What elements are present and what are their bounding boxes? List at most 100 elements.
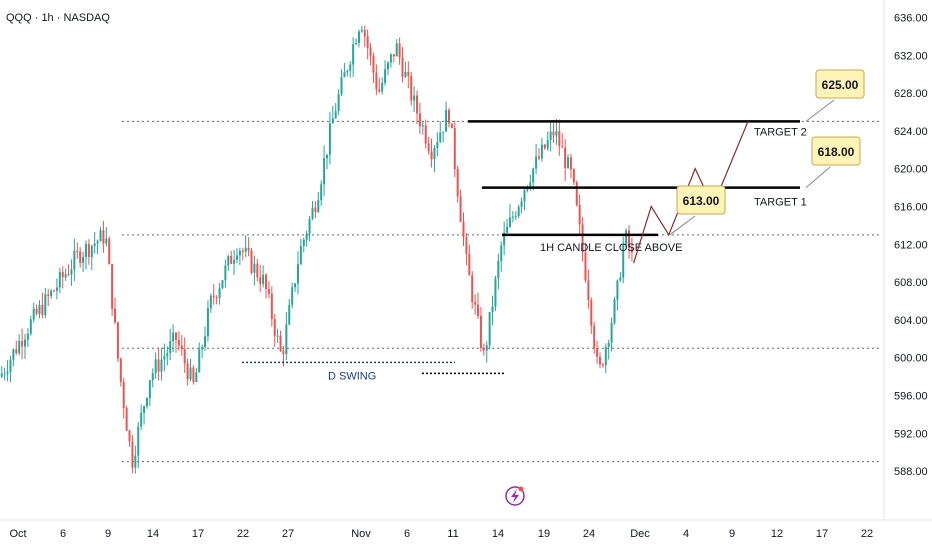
candle-body <box>270 293 273 320</box>
candle-body <box>247 247 250 251</box>
candle-body <box>328 123 331 155</box>
candle-body <box>180 345 183 350</box>
candle-body <box>404 71 407 77</box>
candle-body <box>116 322 119 359</box>
candle-body <box>253 263 256 273</box>
candle-body <box>384 69 387 83</box>
candle-body <box>334 111 337 119</box>
candle-body <box>256 263 259 278</box>
y-tick-label: 620.00 <box>894 164 928 176</box>
candle-body <box>79 251 82 263</box>
candle-body <box>241 250 244 252</box>
candle-body <box>366 36 369 48</box>
candle-body <box>465 236 468 254</box>
candle-body <box>468 253 471 276</box>
candle-body <box>357 31 360 44</box>
candle-body <box>172 332 175 342</box>
candle-body <box>369 47 372 56</box>
candle-body <box>523 190 526 202</box>
candle-body <box>12 349 15 360</box>
candle-body <box>445 110 448 132</box>
x-tick-label: 17 <box>192 528 204 540</box>
candle-body <box>386 62 389 70</box>
candle-body <box>238 250 241 256</box>
candle-body <box>352 44 355 65</box>
candle-body <box>145 398 148 407</box>
candle-body <box>143 406 146 413</box>
candle-body <box>160 359 163 372</box>
candle-body <box>613 299 616 323</box>
y-tick-label: 588.00 <box>894 466 928 478</box>
candle-body <box>453 128 456 170</box>
candle-body <box>590 299 593 326</box>
target1-badge-text: 618.00 <box>818 145 855 159</box>
y-tick-label: 600.00 <box>894 353 928 365</box>
candle-body <box>163 356 166 360</box>
candle-body <box>262 274 265 284</box>
candle-body <box>195 372 198 382</box>
candle-body <box>70 269 73 275</box>
candle-body <box>166 353 169 357</box>
candle-body <box>276 335 279 337</box>
candle-body <box>596 348 599 357</box>
candle-body <box>500 245 503 262</box>
candle-body <box>433 148 436 160</box>
candle-body <box>482 347 485 351</box>
lightning-bolt <box>511 489 519 503</box>
candle-body <box>212 295 215 298</box>
candle-body <box>302 239 305 246</box>
candle-body <box>189 367 192 380</box>
close-above-badge[interactable] <box>676 185 726 215</box>
candle-body <box>447 110 450 124</box>
candle-body <box>491 306 494 313</box>
candle-body <box>6 371 9 374</box>
x-tick-label: Dec <box>630 528 650 540</box>
candle-body <box>552 131 555 136</box>
close-above-badge-text: 613.00 <box>683 194 720 208</box>
candle-body <box>398 43 401 58</box>
lightning-icon[interactable] <box>505 486 525 506</box>
candle-body <box>346 70 349 73</box>
candle-body <box>122 381 125 409</box>
candle-body <box>555 131 558 136</box>
candle-body <box>436 141 439 149</box>
candle-body <box>235 255 238 260</box>
candle-body <box>540 144 543 159</box>
candle-body <box>439 132 442 142</box>
candle-body <box>494 278 497 307</box>
candle-body <box>529 182 532 187</box>
candle-body <box>53 290 56 292</box>
y-tick-label: 592.00 <box>894 428 928 440</box>
candle-body <box>93 243 96 246</box>
candle-body <box>21 340 24 347</box>
candle-body <box>610 322 613 343</box>
y-tick-label: 636.00 <box>894 12 928 24</box>
target2-leader <box>805 99 835 122</box>
candle-body <box>340 77 343 95</box>
candle-body <box>233 259 236 264</box>
candle-body <box>279 335 282 351</box>
candle-body <box>456 169 459 197</box>
x-tick-label: 22 <box>237 528 249 540</box>
target1-badge[interactable] <box>811 136 861 166</box>
candle-body <box>459 196 462 222</box>
target1-leader <box>805 166 831 188</box>
y-tick-label: 624.00 <box>894 126 928 138</box>
candle-body <box>177 340 180 346</box>
candle-body <box>628 230 631 249</box>
candle-body <box>55 287 58 291</box>
y-tick-label: 612.00 <box>894 239 928 251</box>
candle-body <box>305 233 308 240</box>
target2-badge[interactable] <box>815 69 865 99</box>
candle-body <box>35 308 38 314</box>
candle-body <box>508 217 511 227</box>
candle-body <box>308 218 311 234</box>
swing-label: D SWING <box>328 370 376 382</box>
candle-body <box>549 131 552 140</box>
candle-body <box>601 364 604 366</box>
candle-body <box>96 241 99 244</box>
candle-body <box>15 349 18 353</box>
candle-body <box>561 146 564 148</box>
candle-body <box>265 274 268 289</box>
